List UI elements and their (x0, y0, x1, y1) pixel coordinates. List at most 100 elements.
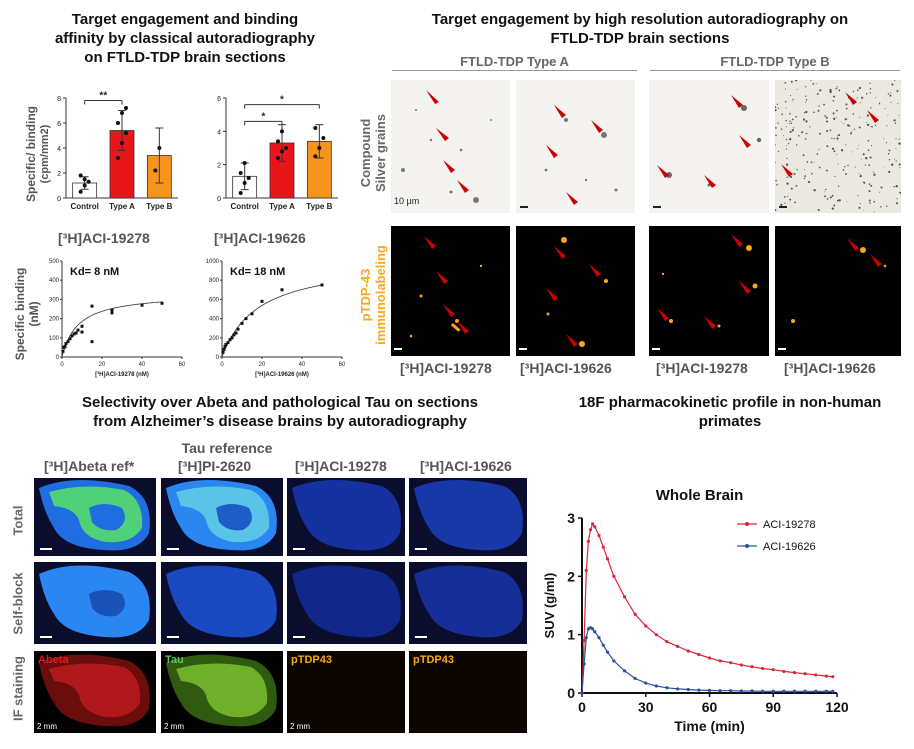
bar-chart-2: 0 2 4 6 Control Type A Type B * * (217, 95, 338, 211)
silver-grain (781, 113, 783, 115)
ad-col-3: [³H]ACI-19278 (295, 458, 387, 474)
silver-grain (794, 201, 796, 204)
silver-grain (777, 107, 779, 109)
panel4-title-line2: primates (698, 413, 762, 430)
series-point (707, 688, 712, 692)
silver-grain (869, 82, 871, 84)
silver-grain (817, 208, 820, 212)
row1-label-line2: Silver grains (373, 113, 388, 193)
silver-grain (775, 179, 777, 182)
silver-grain (889, 150, 891, 152)
silver-grain (838, 89, 841, 92)
series-point (718, 659, 722, 663)
silver-grain (857, 144, 859, 146)
brain-total-aci19278 (292, 479, 401, 551)
y-tick-label: 600 (209, 297, 220, 303)
bar-ylabel-line1: Specific/ binding (24, 106, 38, 203)
mm-label: 2 mm (290, 722, 310, 731)
silver-grain (795, 80, 798, 82)
silver-grain (792, 98, 794, 101)
series-point (729, 689, 733, 693)
ptdp-signal-3 (652, 234, 758, 350)
silver-grain (833, 95, 836, 98)
panel1-title: Target engagement and binding affinity b… (20, 10, 350, 67)
series-point (665, 686, 669, 690)
arrow-marker (867, 110, 879, 123)
brain-total-aci19626 (414, 479, 523, 551)
silver-grain (847, 164, 849, 167)
data-point (246, 176, 251, 180)
silver-grain (888, 170, 891, 173)
silver-grain (806, 161, 808, 163)
silver-grain (795, 144, 798, 146)
series-point (591, 627, 595, 631)
silver-grain (816, 92, 819, 95)
y-tick-label: 6 (217, 96, 221, 103)
silver-grain (858, 206, 861, 209)
silver-grain (831, 207, 834, 210)
silver-grain (816, 153, 819, 155)
data-point (80, 330, 84, 334)
x-tick-label: 60 (702, 699, 718, 715)
silver-grain (790, 122, 793, 125)
row2-label: pTDP-43 immunolabeling (358, 240, 388, 350)
silver-grain (870, 184, 873, 187)
significance-label: * (280, 95, 284, 106)
silver-grain (836, 199, 839, 202)
silver-grain (832, 100, 835, 102)
silver-grain (891, 83, 894, 86)
silver-grain (868, 190, 871, 193)
data-point (238, 191, 243, 195)
silver-grain (775, 106, 777, 108)
silver-grain (836, 154, 838, 156)
data-point (116, 156, 120, 160)
silver-grain (777, 150, 780, 153)
ad-if-3: pTDP43 2 mm (287, 651, 405, 733)
series-point (593, 630, 597, 634)
series-point (792, 670, 797, 675)
x-tick-label: 40 (139, 362, 146, 368)
x-tick-label: 20 (259, 362, 266, 368)
silver-grain (832, 112, 835, 115)
silver-grain (829, 90, 832, 94)
silver-grain (888, 158, 891, 161)
silver-grain (819, 89, 822, 92)
data-point (242, 181, 247, 185)
silver-grain (818, 166, 821, 169)
silver-grain (836, 138, 839, 140)
series-point (686, 687, 690, 692)
silver-grain (857, 148, 859, 150)
ptdp-panel-1 (391, 226, 510, 356)
y-tick-label: 8 (57, 96, 61, 103)
y-tick-label: 100 (49, 336, 60, 342)
series-point (761, 666, 765, 671)
silver-grains-1 (401, 90, 492, 203)
silver-grain (851, 130, 853, 132)
legend-marker (745, 544, 749, 548)
series-point (707, 656, 712, 660)
ad-total-1 (34, 478, 156, 556)
silver-grain (838, 199, 841, 202)
ptdp-panel-2 (516, 226, 635, 356)
silver-grain (898, 142, 901, 145)
series-point (584, 568, 588, 573)
silver-grain (803, 112, 806, 114)
ptdp-signal-1 (394, 236, 483, 350)
data-point (72, 332, 76, 336)
type-a-label: FTLD-TDP Type A (460, 54, 569, 69)
silver-grain (790, 187, 793, 190)
silver-grain (829, 196, 832, 199)
series-point (686, 649, 690, 653)
silver-grain (896, 198, 898, 200)
silver-grain (895, 138, 897, 140)
silver-grain (784, 81, 787, 84)
silver-grain (891, 163, 894, 166)
data-point (61, 349, 65, 353)
silver-grain (837, 163, 839, 165)
silver-grain (787, 195, 789, 197)
silver-grain (829, 88, 832, 92)
silver-grain (852, 113, 855, 115)
series-point (644, 681, 648, 685)
mm-label: 2 mm (164, 722, 184, 731)
brain-block-aci19278 (292, 565, 401, 638)
